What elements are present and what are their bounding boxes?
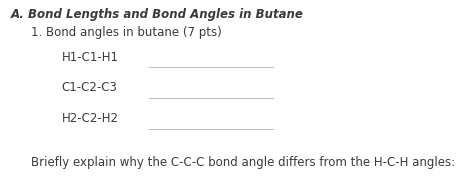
- Text: A. Bond Lengths and Bond Angles in Butane: A. Bond Lengths and Bond Angles in Butan…: [10, 8, 303, 21]
- Text: 1. Bond angles in butane (7 pts): 1. Bond angles in butane (7 pts): [31, 26, 221, 39]
- Text: Briefly explain why the C-C-C bond angle differs from the H-C-H angles:: Briefly explain why the C-C-C bond angle…: [31, 156, 455, 169]
- Text: H1-C1-H1: H1-C1-H1: [62, 50, 118, 64]
- Text: C1-C2-C3: C1-C2-C3: [62, 81, 118, 94]
- Text: H2-C2-H2: H2-C2-H2: [62, 112, 118, 125]
